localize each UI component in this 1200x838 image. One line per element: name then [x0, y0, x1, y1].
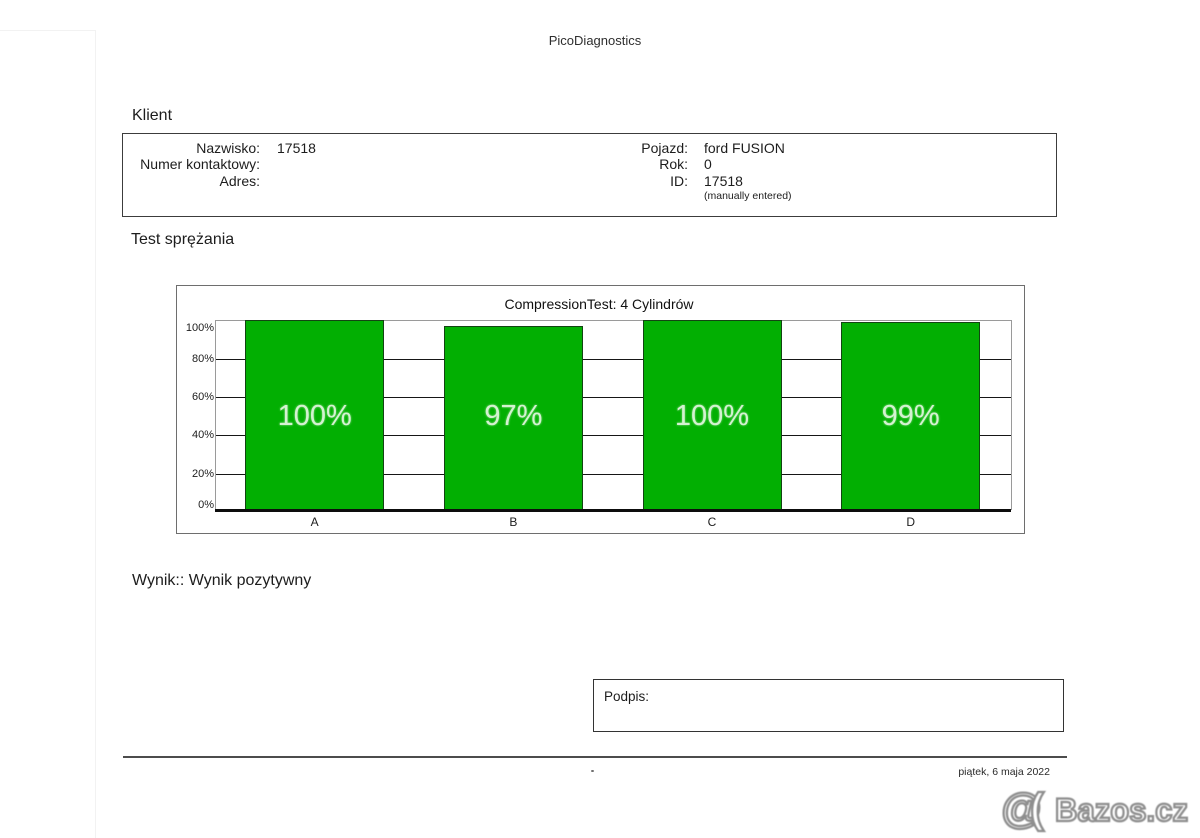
- svg-text:(: (: [1030, 785, 1044, 832]
- svg-text:@: @: [1001, 785, 1041, 832]
- svg-text:Bazos.cz: Bazos.cz: [1055, 792, 1188, 828]
